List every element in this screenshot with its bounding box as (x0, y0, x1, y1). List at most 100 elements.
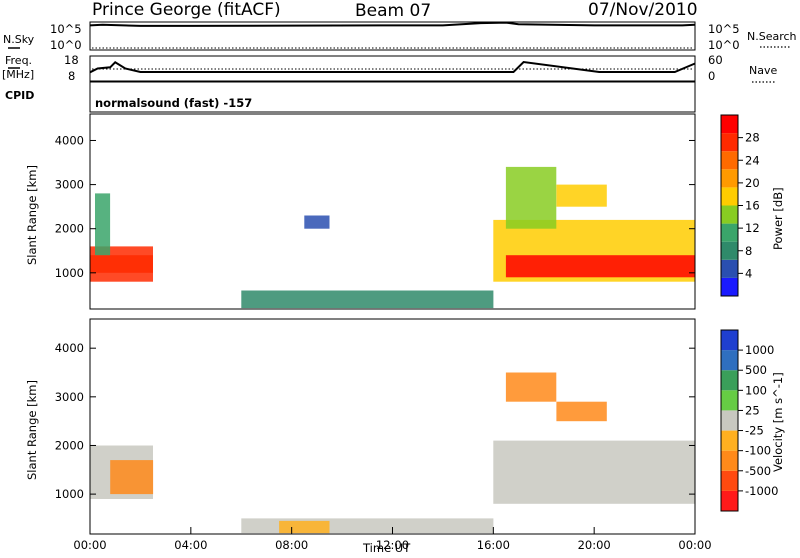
x-tick-label: 04:00 (174, 538, 207, 552)
colorbar-block (721, 350, 738, 371)
nsearch-label: N.Search (747, 30, 797, 43)
y-tick-label: 2000 (55, 222, 84, 236)
station-title: Prince George (fitACF) (92, 0, 281, 20)
colorbar-block (721, 490, 738, 511)
power-colorbar-label: Power [dB] (771, 187, 785, 250)
data-region (556, 184, 607, 207)
colorbar-tick-label: -25 (745, 424, 764, 438)
power-colorbar: 4 8 12 16 20 24 28 Power [dB] (720, 114, 785, 297)
nsky-tick-high: 10^5 (50, 22, 82, 36)
y-tick-label: 3000 (55, 390, 84, 404)
x-tick-label: 08:00 (275, 538, 308, 552)
y-tick-label: 4000 (55, 341, 84, 355)
colorbar-tick-label: 20 (745, 176, 760, 190)
data-region (304, 215, 330, 229)
velocity-ylabel: Slant Range [km] (25, 380, 39, 480)
data-region (505, 166, 557, 229)
colorbar-tick-label: 24 (745, 153, 760, 167)
x-tick-label: 20:00 (578, 538, 611, 552)
colorbar-block (721, 277, 738, 296)
y-tick-label: 2000 (55, 438, 84, 452)
freq-series-line (89, 60, 696, 74)
nsky-frame (89, 21, 696, 51)
colorbar-block (721, 223, 738, 242)
colorbar-block (721, 115, 738, 134)
colorbar-tick-label: 12 (745, 221, 760, 235)
colorbar-tick-label: 8 (745, 244, 752, 258)
nave-label: Nave (749, 64, 777, 77)
colorbar-block (721, 205, 738, 224)
colorbar-block (721, 430, 738, 451)
data-region (505, 372, 557, 402)
nsky-series-line (89, 21, 696, 27)
colorbar-block (721, 330, 738, 351)
cpid-frame (89, 81, 696, 113)
data-region (505, 255, 695, 278)
x-tick-label: 00:00 (678, 538, 711, 552)
colorbar-block (721, 370, 738, 391)
colorbar-tick-label: 500 (745, 363, 767, 377)
colorbar-block (721, 151, 738, 170)
colorbar-block (721, 259, 738, 278)
power-data-layer (90, 166, 695, 309)
x-tick-label: 12:00 (376, 538, 409, 552)
colorbar-tick-label: 4 (745, 266, 752, 280)
velocity-colorbar-frame (720, 329, 739, 512)
freq-panel: 18 8 60 0 (64, 53, 723, 83)
colorbar-block (721, 450, 738, 471)
velocity-data-layer (90, 372, 695, 534)
y-tick-label: 1000 (55, 266, 84, 280)
colorbar-tick-label: 100 (745, 383, 767, 397)
beam-label: Beam 07 (355, 1, 431, 21)
data-region (110, 460, 154, 495)
colorbar-tick-label: -1000 (745, 484, 778, 498)
colorbar-tick-label: 25 (745, 403, 760, 417)
freq-tick-low: 8 (68, 69, 75, 83)
date-label: 07/Nov/2010 (588, 0, 698, 20)
nave-tick-low: 0 (708, 69, 715, 83)
power-frame-outline (89, 113, 696, 310)
data-region (241, 290, 494, 309)
power-ylabel: Slant Range [km] (25, 165, 39, 265)
freq-frame (89, 55, 696, 82)
data-region (279, 520, 330, 534)
colorbar-block (721, 169, 738, 188)
colorbar-tick-label: -500 (745, 464, 771, 478)
colorbar-tick-label: 1000 (745, 343, 774, 357)
nsearch-tick-high: 10^5 (708, 22, 740, 36)
velocity-xlabel: Time UT (362, 541, 411, 554)
freq-label: Freq. (5, 54, 32, 67)
data-region (493, 440, 695, 504)
power-panel: 1000 2000 3000 4000 Slant Range [km] (25, 113, 696, 310)
data-region (90, 255, 153, 273)
colorbar-block (721, 187, 738, 206)
y-tick-label: 4000 (55, 133, 84, 147)
velocity-colorbar-label: Velocity [m s^-1] (771, 372, 785, 472)
colorbar-tick-label: 28 (745, 131, 760, 145)
colorbar-block (721, 133, 738, 152)
colorbar-block (721, 410, 738, 431)
data-region (95, 193, 111, 256)
x-tick-label: 00:00 (73, 538, 106, 552)
nave-tick-high: 60 (708, 53, 723, 67)
cpid-panel: normalsound (fast) -157 (89, 81, 696, 113)
data-region (556, 401, 607, 422)
colorbar-block (721, 470, 738, 491)
nsky-label: N.Sky (3, 33, 35, 46)
velocity-colorbar: -1000 -500 -100 -25 25 100 500 1000 Velocity [m… (720, 329, 785, 512)
colorbar-tick-label: 16 (745, 199, 760, 213)
colorbar-tick-label: -100 (745, 444, 771, 458)
freq-tick-high: 18 (64, 53, 79, 67)
y-tick-label: 1000 (55, 487, 84, 501)
colorbar-block (721, 390, 738, 411)
cpid-text: normalsound (fast) -157 (95, 96, 252, 110)
nsky-panel: 10^5 10^0 10^5 10^0 (50, 21, 740, 52)
x-tick-label: 16:00 (477, 538, 510, 552)
y-tick-label: 3000 (55, 178, 84, 192)
cpid-label: CPID (5, 89, 34, 102)
nsky-tick-low: 10^0 (50, 38, 82, 52)
velocity-panel: 1000 2000 3000 4000 00:00 04:00 08:00 12:00 16:… (25, 318, 712, 555)
freq-unit-label: [MHz] (2, 68, 34, 81)
colorbar-block (721, 241, 738, 260)
